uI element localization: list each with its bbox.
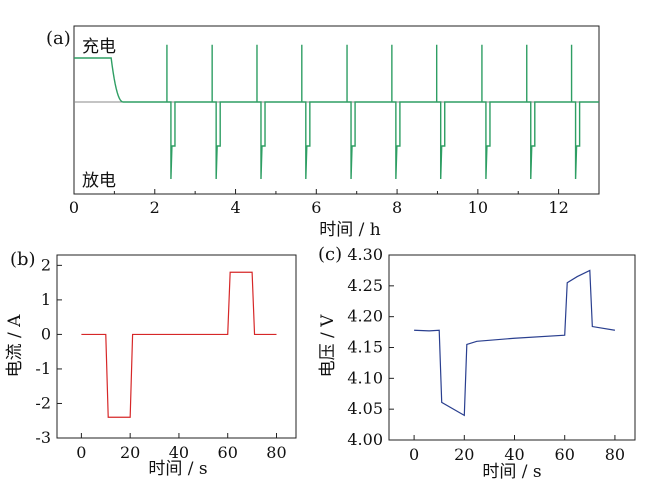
panel-b: (b) 0 20 40 60 80 -3 -2 -1 0 1 2 时间 / s 电流 / A	[5, 249, 297, 479]
panel-b-x-tick-label: 20	[120, 443, 140, 462]
panel-a-x-tick-label: 8	[392, 198, 402, 217]
panel-b-x-tick-label: 40	[169, 443, 189, 462]
panel-b-y-label: 电流 / A	[5, 314, 25, 378]
panel-c-x-label: 时间 / s	[482, 462, 541, 482]
panel-b-axes: 0 20 40 60 80 -3 -2 -1 0 1 2	[35, 255, 286, 462]
panel-c: (c) 0 20 40 60 80 4.00 4.05 4.10 4.15 4.20 4.25 4.3…	[318, 244, 636, 482]
panel-a-x-tick-label: 4	[230, 198, 240, 217]
panel-a-x-tick-label: 10	[468, 198, 488, 217]
panel-a-x-tick-label: 6	[311, 198, 321, 217]
panel-c-x-tick-label: 0	[409, 445, 419, 464]
panel-b-frame	[56, 254, 297, 439]
panel-c-series-line	[414, 269, 616, 417]
panel-b-x-tick-label: 60	[218, 443, 238, 462]
panel-a-x-tick-label: 0	[69, 198, 79, 217]
panel-c-y-tick-label: 4.25	[347, 276, 383, 295]
panel-c-y-tick-label: 4.00	[347, 430, 383, 449]
panel-c-label: (c)	[318, 244, 342, 265]
panel-b-x-tick-label: 0	[76, 443, 86, 462]
panel-a-x-axis: 0 2 4 6 8 10 12	[69, 189, 569, 217]
panel-a-discharge-annotation: 放电	[82, 171, 116, 191]
panel-c-y-tick-label: 4.30	[347, 245, 383, 264]
panel-b-y-tick-label: 0	[41, 324, 51, 343]
panel-b-x-tick-label: 80	[266, 443, 286, 462]
panel-b-label: (b)	[10, 249, 36, 270]
panel-c-x-tick-label: 80	[605, 445, 625, 464]
panel-c-axes: 0 20 40 60 80 4.00 4.05 4.10 4.15 4.20 4.25 4.30	[347, 245, 625, 464]
panel-b-series	[81, 271, 277, 418]
panel-c-x-tick-label: 60	[555, 445, 575, 464]
panel-a-x-tick-label: 12	[548, 198, 568, 217]
panel-a-current-line	[74, 44, 599, 180]
panel-a-x-tick-label: 2	[150, 198, 160, 217]
panel-c-frame	[388, 254, 636, 441]
panel-a-charge-annotation: 充电	[82, 37, 116, 57]
panel-b-series-line	[81, 271, 277, 418]
panel-a-x-label: 时间 / h	[319, 220, 381, 240]
panel-b-x-label: 时间 / s	[148, 459, 207, 479]
panel-b-y-tick-label: -1	[35, 359, 51, 378]
panel-a-frame	[73, 25, 600, 195]
panel-b-y-tick-label: 1	[41, 290, 51, 309]
panel-a: (a) 充电 放电 0 2 4 6 8 10 12 时间 / h	[46, 25, 600, 240]
panel-c-y-tick-label: 4.05	[347, 399, 383, 418]
panel-c-y-tick-label: 4.20	[347, 307, 383, 326]
panel-b-y-tick-label: -3	[35, 428, 51, 447]
panel-c-x-tick-label: 40	[504, 445, 524, 464]
panel-c-x-tick-label: 20	[454, 445, 474, 464]
panel-b-y-tick-label: 2	[41, 255, 51, 274]
panel-a-label: (a)	[46, 28, 71, 49]
panel-c-y-tick-label: 4.10	[347, 368, 383, 387]
panel-c-y-label: 电压 / V	[318, 314, 338, 378]
panel-b-y-tick-label: -2	[35, 393, 51, 412]
panel-a-series	[74, 44, 599, 180]
panel-c-y-tick-label: 4.15	[347, 338, 383, 357]
panel-c-series	[414, 269, 616, 417]
